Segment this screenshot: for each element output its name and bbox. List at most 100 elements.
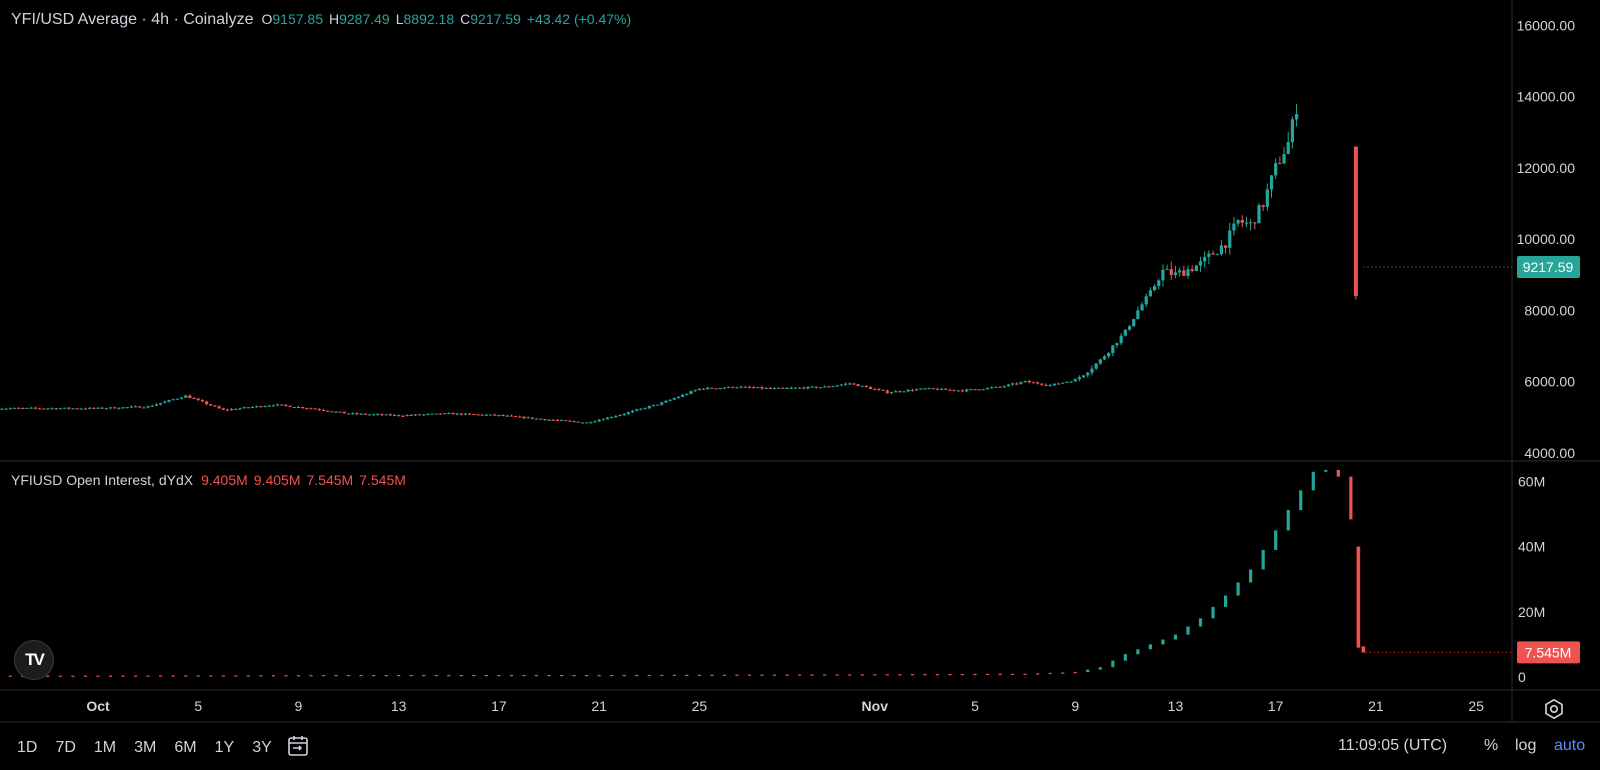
price-candle-body bbox=[935, 388, 940, 390]
price-candle-body bbox=[927, 388, 931, 390]
price-candle-body bbox=[1203, 256, 1207, 262]
price-candle-body bbox=[284, 404, 288, 406]
timeframe-3y-button[interactable]: 3Y bbox=[252, 739, 272, 756]
price-candle-body bbox=[0, 408, 4, 410]
high-value: 9287.49 bbox=[339, 11, 390, 27]
price-candle-body bbox=[814, 386, 818, 388]
oi-bar bbox=[873, 674, 877, 676]
price-candle-body bbox=[62, 407, 67, 409]
price-candle-body bbox=[317, 409, 321, 411]
oi-bar bbox=[484, 675, 488, 677]
oi-bar bbox=[1311, 471, 1315, 491]
price-candle-body bbox=[793, 387, 798, 389]
price-candle-body bbox=[1219, 245, 1223, 255]
price-candle-body bbox=[580, 422, 585, 424]
price-candle-body bbox=[430, 413, 434, 415]
price-candle-body bbox=[447, 413, 451, 415]
price-tick-label: 16000.00 bbox=[1517, 17, 1576, 33]
price-candle-body bbox=[630, 410, 635, 413]
price-candle-body bbox=[1023, 380, 1027, 383]
timeframe-1d-button[interactable]: 1D bbox=[17, 739, 38, 756]
price-candle-body bbox=[463, 413, 468, 415]
gear-icon[interactable] bbox=[1543, 698, 1565, 720]
oi-bar bbox=[447, 675, 451, 677]
price-candle-body bbox=[948, 389, 952, 391]
price-candle-body bbox=[1136, 310, 1140, 319]
price-candle-body bbox=[752, 387, 756, 389]
price-candle-body bbox=[722, 387, 727, 389]
price-candle-body bbox=[142, 407, 146, 409]
oi-bar bbox=[1023, 673, 1027, 675]
time-tick-label: 25 bbox=[1468, 698, 1484, 714]
price-candle-body bbox=[981, 389, 985, 391]
price-candle-body bbox=[1215, 254, 1219, 256]
price-candle-body bbox=[714, 388, 718, 390]
price-candle-body bbox=[422, 414, 426, 416]
oi-tick-label: 0 bbox=[1518, 669, 1526, 685]
price-candle-body bbox=[505, 415, 509, 417]
calendar-range-icon[interactable] bbox=[286, 734, 310, 758]
percent-scale-button[interactable]: % bbox=[1484, 737, 1499, 754]
price-candle-body bbox=[522, 416, 526, 419]
oi-bar bbox=[559, 675, 564, 677]
oi-bar bbox=[923, 674, 927, 676]
price-candle-body bbox=[610, 417, 614, 419]
price-candle-body bbox=[906, 389, 910, 392]
oi-bar bbox=[998, 673, 1002, 676]
price-candle-body bbox=[969, 389, 973, 391]
price-candle-body bbox=[267, 405, 271, 407]
price-candle-body bbox=[342, 411, 346, 414]
oi-bar bbox=[1324, 469, 1328, 472]
timeframe-7d-button[interactable]: 7D bbox=[55, 739, 76, 756]
oi-bar bbox=[1036, 673, 1040, 675]
price-candle-body bbox=[743, 386, 747, 388]
utc-clock[interactable]: 11:09:05 (UTC) bbox=[1338, 737, 1448, 754]
price-candle-body bbox=[58, 408, 63, 410]
price-candle-body bbox=[1236, 219, 1240, 224]
timeframe-6m-button[interactable]: 6M bbox=[174, 739, 197, 756]
price-candle-body bbox=[885, 390, 889, 394]
price-candle-body bbox=[760, 387, 764, 389]
auto-scale-button[interactable]: auto bbox=[1554, 737, 1586, 754]
price-candle-body bbox=[88, 407, 92, 409]
timeframe-1m-button[interactable]: 1M bbox=[93, 739, 117, 756]
price-candle-body bbox=[956, 390, 960, 392]
tradingview-logo[interactable]: TV bbox=[14, 640, 54, 680]
price-candle-body bbox=[1249, 222, 1253, 224]
price-candle-body bbox=[852, 383, 856, 385]
oi-bar bbox=[359, 675, 363, 677]
price-candle-body bbox=[910, 389, 914, 391]
oi-bar bbox=[184, 675, 188, 677]
timeframe-1y-button[interactable]: 1Y bbox=[214, 739, 235, 756]
timeframe-3m-button[interactable]: 3M bbox=[134, 739, 157, 756]
log-scale-button[interactable]: log bbox=[1515, 737, 1537, 754]
price-candle-body bbox=[154, 404, 159, 406]
price-candle-body bbox=[250, 406, 255, 408]
oi-bar bbox=[384, 675, 388, 677]
price-candle-body bbox=[831, 386, 835, 388]
price-candle-body bbox=[868, 387, 873, 389]
oi-bar bbox=[509, 675, 514, 677]
price-candle-body bbox=[576, 421, 580, 423]
price-candle-body bbox=[789, 387, 793, 389]
price-chart-title: YFI/USD Average · 4h · Coinalyze bbox=[11, 11, 254, 28]
price-candle-body bbox=[994, 386, 998, 388]
oi-bar bbox=[885, 674, 889, 676]
price-candle-body bbox=[1223, 245, 1228, 248]
oi-bar bbox=[121, 675, 125, 677]
oi-bar bbox=[747, 674, 752, 676]
price-candle-body bbox=[468, 413, 472, 415]
price-candle-body bbox=[12, 407, 17, 409]
price-candle-body bbox=[309, 408, 313, 410]
oi-value-4: 7.545M bbox=[359, 472, 406, 488]
oi-bar bbox=[1236, 582, 1240, 596]
price-candle-body bbox=[401, 415, 405, 417]
price-candle-body bbox=[188, 395, 192, 399]
price-candle-body bbox=[108, 407, 113, 409]
price-candle-body bbox=[1152, 286, 1157, 291]
oi-bar bbox=[1010, 673, 1015, 675]
oi-bar bbox=[334, 675, 338, 677]
price-candle-body bbox=[1186, 269, 1190, 276]
oi-bar bbox=[209, 675, 213, 677]
